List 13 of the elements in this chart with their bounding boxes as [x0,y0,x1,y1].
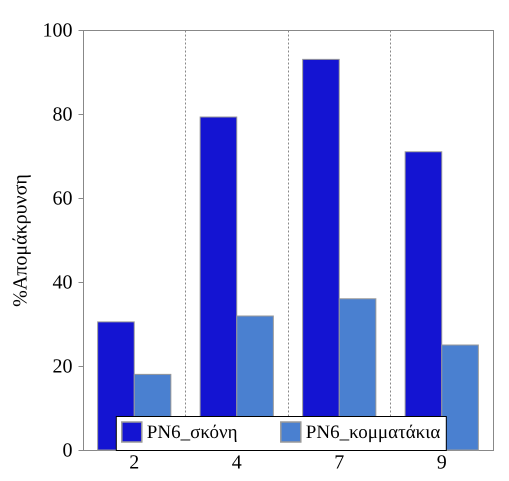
y-tick-label: 100 [42,20,72,42]
y-tick-label: 20 [52,356,72,378]
y-tick-label: 0 [62,440,72,462]
y-axis-title: %Απομάκρυνση [10,174,32,307]
x-tick-label: 7 [334,452,344,474]
y-tick-label: 80 [52,104,72,126]
x-tick-label: 4 [232,452,242,474]
x-tick-label: 2 [129,452,140,474]
legend-label: PN6_κομματάκια [306,422,440,443]
y-tick-label: 60 [52,188,72,210]
legend-label: PN6_σκόνη [146,422,238,443]
x-tick-label: 9 [436,452,447,474]
y-tick-label: 40 [52,272,72,294]
